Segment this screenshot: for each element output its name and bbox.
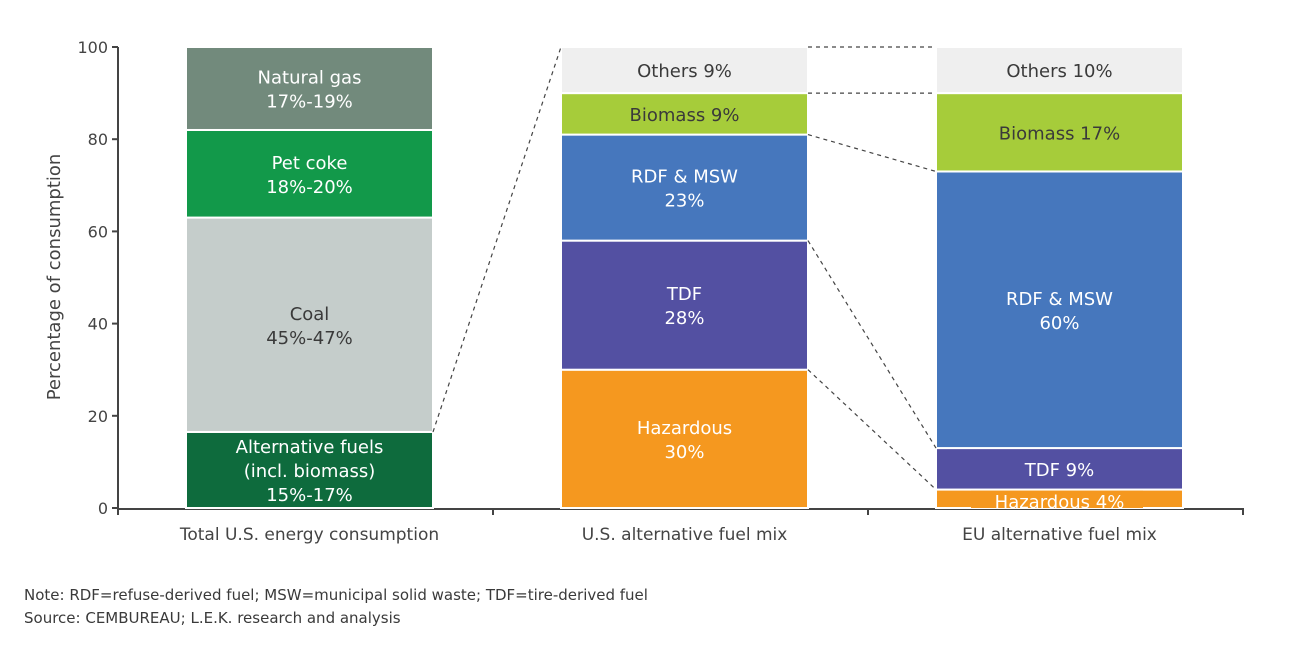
y-axis-label: Percentage of consumption <box>44 154 65 401</box>
connector-line <box>807 134 937 173</box>
bar-segment-alternative-fuels-incl-biomass- <box>185 430 434 509</box>
bar-segment-hazardous <box>560 368 809 510</box>
y-tick-label: 20 <box>88 407 108 426</box>
segment-label: Biomass 17% <box>999 123 1120 144</box>
segment-label: Pet coke <box>272 153 348 174</box>
segment-label: 17%-19% <box>266 91 353 112</box>
y-tick-label: 80 <box>88 130 108 149</box>
segment-label: 60% <box>1039 313 1079 334</box>
category-label: EU alternative fuel mix <box>962 525 1157 545</box>
segment-label: TDF <box>666 284 702 305</box>
y-tick-label: 40 <box>88 315 108 334</box>
bar-segment-tdf <box>560 239 809 371</box>
chart-note: Note: RDF=refuse-derived fuel; MSW=munic… <box>24 586 648 604</box>
segment-label: Hazardous 4% <box>995 492 1125 513</box>
segment-label: 30% <box>664 442 704 463</box>
bar-segment-coal <box>185 216 434 433</box>
bar-segment-biomass <box>935 92 1184 173</box>
y-tick-label: 60 <box>88 222 108 241</box>
bar-segment-natural-gas <box>185 46 434 131</box>
segment-label: Others 10% <box>1006 61 1112 82</box>
bar-segment-tdf <box>935 447 1184 491</box>
segment-label: 28% <box>664 308 704 329</box>
segment-label: Others 9% <box>637 61 732 82</box>
bar-segment-others <box>560 46 809 95</box>
segment-label: Hazardous <box>637 418 732 439</box>
bar-segment-others <box>935 46 1184 95</box>
segment-label: TDF 9% <box>1024 460 1095 481</box>
connector-line <box>807 240 937 449</box>
bar-segment-biomass <box>560 92 809 136</box>
connector-line <box>432 46 562 433</box>
category-label: U.S. alternative fuel mix <box>582 525 788 545</box>
segment-label: Natural gas <box>258 67 362 88</box>
y-tick-label: 0 <box>98 499 108 518</box>
bar-segment-rdf-msw <box>560 133 809 242</box>
y-tick-label: 100 <box>77 38 108 57</box>
segment-label: 18%-20% <box>266 177 353 198</box>
connector-line <box>807 369 937 490</box>
segment-label: RDF & MSW <box>1006 289 1113 310</box>
segment-label: 15%-17% <box>266 485 353 506</box>
segment-label: (incl. biomass) <box>244 461 376 482</box>
segment-label: Coal <box>290 304 330 325</box>
category-label: Total U.S. energy consumption <box>179 525 439 545</box>
stacked-bar-chart: 0 20 40 60 80 100 Percentage of consumption Alt… <box>44 38 1244 545</box>
bar-segment-rdf-msw <box>935 170 1184 450</box>
segment-label: Alternative fuels <box>236 437 384 458</box>
segment-label: 23% <box>664 191 704 212</box>
segment-label: 45%-47% <box>266 328 353 349</box>
segment-label: Biomass 9% <box>630 105 740 126</box>
chart-source: Source: CEMBUREAU; L.E.K. research and a… <box>24 609 401 627</box>
segment-label: RDF & MSW <box>631 167 738 188</box>
